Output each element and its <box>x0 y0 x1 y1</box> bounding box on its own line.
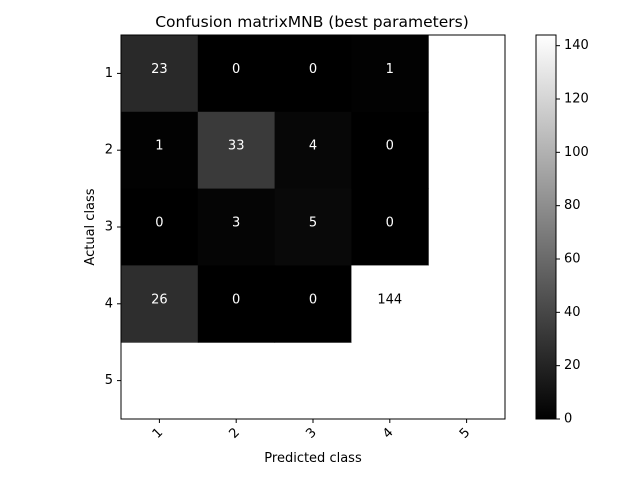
chart-title: Confusion matrixMNB (best parameters) <box>155 13 469 31</box>
heatmap-cell <box>351 111 429 190</box>
cell-value-label: 3 <box>232 216 240 231</box>
heatmap-cell <box>197 35 276 113</box>
y-tick-label: 5 <box>105 373 113 388</box>
heatmap-cell <box>121 35 199 113</box>
cell-value-label: 1 <box>386 62 394 77</box>
y-tick-label: 2 <box>105 143 113 158</box>
cell-value-label: 0 <box>386 139 394 154</box>
colorbar <box>535 34 557 420</box>
heatmap-cell-labels: 23 0 0 1 1 33 4 0 0 3 5 0 26 0 0 144 <box>151 62 402 307</box>
heatmap-cell <box>197 111 276 190</box>
colorbar-tick-label: 100 <box>564 145 589 160</box>
heatmap-cell <box>197 265 276 343</box>
x-axis-label: Predicted class <box>264 451 362 466</box>
colorbar-tick-label: 40 <box>564 305 581 320</box>
heatmap-cell <box>274 111 352 190</box>
cell-value-label: 144 <box>377 292 402 307</box>
colorbar-tick-label: 60 <box>564 252 581 267</box>
y-axis-ticks: 1 2 3 4 5 <box>105 66 121 388</box>
cell-value-label: 33 <box>228 139 245 154</box>
cell-value-label: 0 <box>232 62 240 77</box>
heatmap-cell <box>274 35 352 113</box>
cell-value-label: 26 <box>151 292 168 307</box>
heatmap-cell <box>121 111 199 190</box>
cell-value-label: 5 <box>309 216 317 231</box>
y-tick-label: 4 <box>105 296 113 311</box>
heatmap-cell <box>351 265 429 343</box>
heatmap-cell <box>121 265 199 343</box>
y-axis-label: Actual class <box>83 188 98 265</box>
cell-value-label: 4 <box>309 139 317 154</box>
heatmap-cell <box>274 265 352 343</box>
colorbar-tick-label: 20 <box>564 358 581 373</box>
y-tick-label: 1 <box>105 66 113 81</box>
cell-value-label: 0 <box>232 292 240 307</box>
heatmap-cell <box>274 188 352 266</box>
cell-value-label: 0 <box>309 62 317 77</box>
cell-value-label: 0 <box>155 216 163 231</box>
cell-value-label: 1 <box>155 139 163 154</box>
colorbar-tick-label: 0 <box>564 412 572 427</box>
colorbar-ticks: 0 20 40 60 80 100 120 140 <box>556 38 589 427</box>
heatmap-cell <box>351 35 429 113</box>
colorbar-tick-label: 120 <box>564 92 589 107</box>
colorbar-tick-label: 80 <box>564 198 581 213</box>
y-tick-label: 3 <box>105 220 113 235</box>
colorbar-tick-label: 140 <box>564 38 589 53</box>
heatmap-cell <box>121 188 199 266</box>
heatmap-cell <box>197 188 276 266</box>
heatmap-cell <box>351 188 429 266</box>
cell-value-label: 0 <box>309 292 317 307</box>
cell-value-label: 0 <box>386 216 394 231</box>
heatmap-cells <box>121 35 429 343</box>
cell-value-label: 23 <box>151 62 168 77</box>
